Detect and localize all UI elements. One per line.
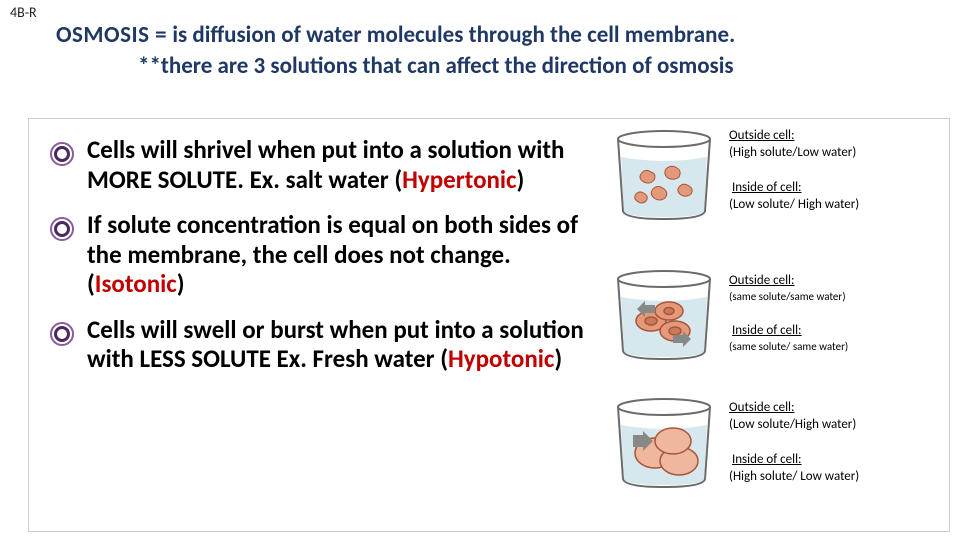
label-group-hypertonic: Outside cell: (High solute/Low water) In… xyxy=(729,129,945,215)
tonic-term: Isotonic xyxy=(95,268,177,299)
inside-label: Inside of cell: xyxy=(729,324,945,339)
inside-label: Inside of cell: xyxy=(729,181,945,196)
label-group-hypotonic: Outside cell: (Low solute/High water) In… xyxy=(729,401,945,487)
outside-label: Outside cell: xyxy=(729,401,945,416)
inside-body: (Low solute/ High water) xyxy=(729,198,945,213)
outside-body: (same solute/same water) xyxy=(729,291,945,304)
bullet-icon xyxy=(49,216,77,247)
bullet-icon xyxy=(49,141,77,172)
bullet-list: Cells will shrivel when put into a solut… xyxy=(29,119,609,531)
inside-label: Inside of cell: xyxy=(729,453,945,468)
list-item: Cells will shrivel when put into a solut… xyxy=(49,135,599,194)
beaker-hypotonic xyxy=(611,397,717,489)
beaker-hypertonic xyxy=(611,129,717,221)
outside-body: (High solute/Low water) xyxy=(729,146,945,161)
content-box: Cells will shrivel when put into a solut… xyxy=(28,118,950,532)
list-item: Cells will swell or burst when put into … xyxy=(49,315,599,374)
beaker-isotonic xyxy=(611,269,717,361)
bullet-icon xyxy=(49,321,77,352)
bullet-text: Cells will shrivel when put into a solut… xyxy=(87,135,599,194)
outside-label: Outside cell: xyxy=(729,129,945,144)
page-heading: OSMOSIS = is diffusion of water molecule… xyxy=(56,20,940,82)
right-column: Outside cell: (High solute/Low water) In… xyxy=(609,119,949,531)
list-item: If solute concentration is equal on both… xyxy=(49,210,599,299)
inside-body: (same solute/ same water) xyxy=(729,341,945,354)
page-code-label: 4B-R xyxy=(10,4,37,21)
heading-term: OSMOSIS = xyxy=(56,21,167,49)
bullet-pre: If solute concentration is equal on both… xyxy=(87,209,578,270)
bullet-text: Cells will swell or burst when put into … xyxy=(87,315,599,374)
inside-body: (High solute/ Low water) xyxy=(729,470,945,485)
heading-rest: is diffusion of water molecules through … xyxy=(167,21,735,49)
label-group-isotonic: Outside cell: (same solute/same water) I… xyxy=(729,274,945,355)
tonic-term: Hypertonic xyxy=(402,164,516,195)
outside-label: Outside cell: xyxy=(729,274,945,289)
tonic-term: Hypotonic xyxy=(448,343,554,374)
heading-subline: **there are 3 solutions that can affect … xyxy=(56,51,940,82)
outside-body: (Low solute/High water) xyxy=(729,418,945,433)
bullet-text: If solute concentration is equal on both… xyxy=(87,210,599,299)
